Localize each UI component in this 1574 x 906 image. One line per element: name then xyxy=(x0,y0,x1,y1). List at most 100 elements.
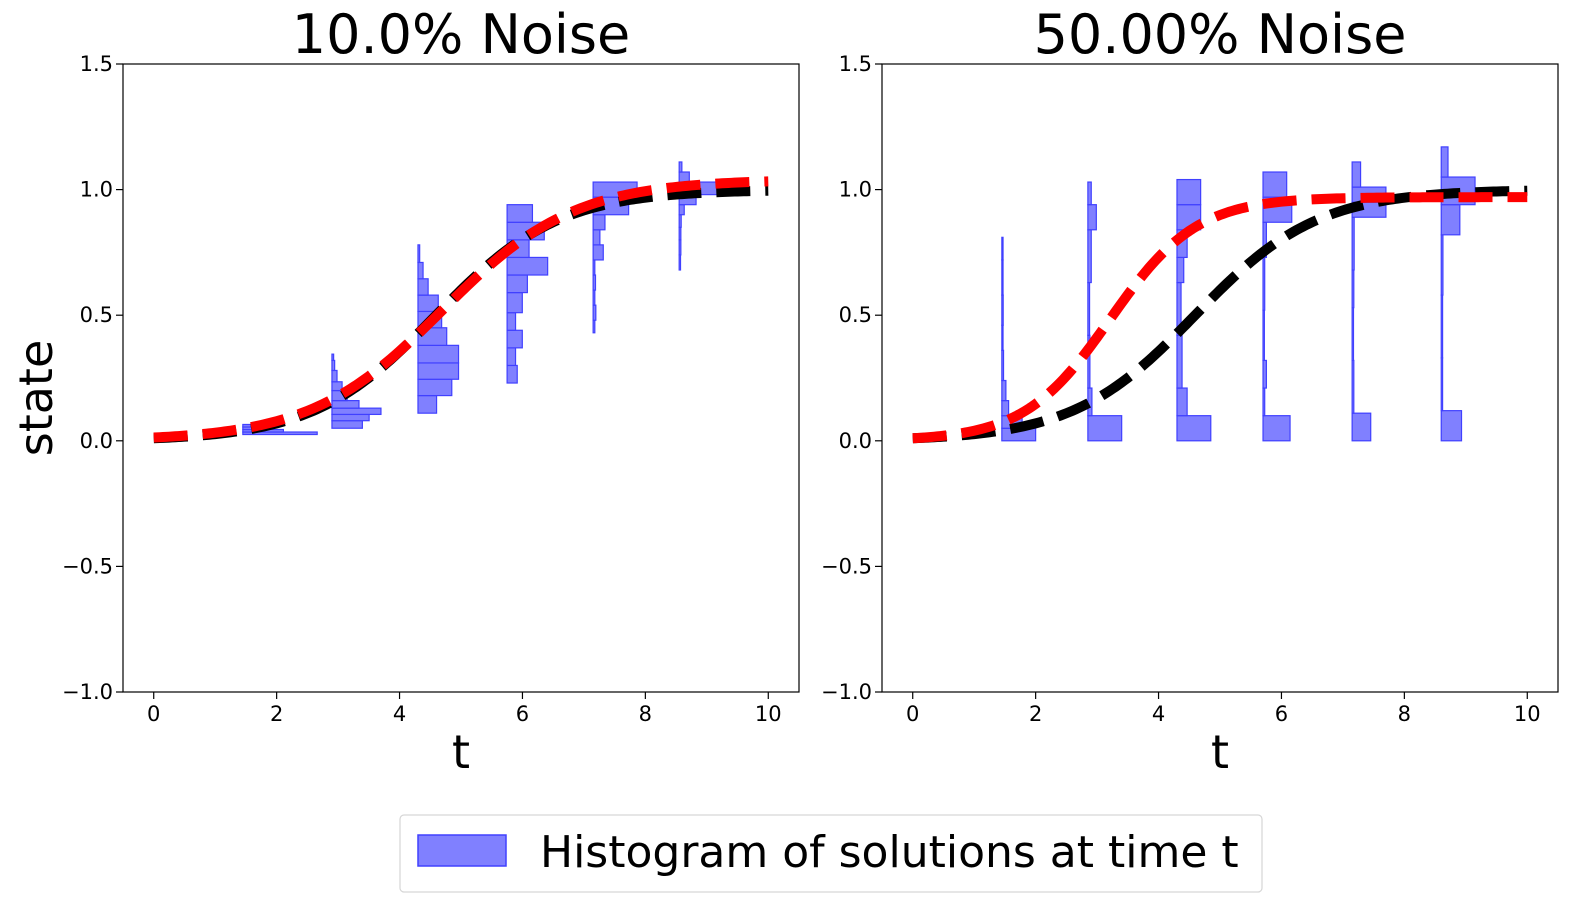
histogram-bar-4-4 xyxy=(1351,216,1355,271)
right-lines xyxy=(912,185,1528,444)
x-tick-label: 4 xyxy=(393,702,406,726)
histogram-bar-4-6 xyxy=(592,229,601,246)
histogram-bar-3-4 xyxy=(1262,256,1266,311)
histogram-bar-3-7 xyxy=(1262,171,1288,198)
histogram-bar-3-0 xyxy=(1262,415,1291,442)
histogram-bar-1-0 xyxy=(1087,415,1123,442)
y-tick-label: 0.5 xyxy=(80,303,113,327)
histogram-bar-3-3 xyxy=(506,312,517,331)
histogram-bar-3-4 xyxy=(506,291,523,314)
histogram-bar-5-8 xyxy=(678,161,683,173)
histogram-bar-3-6 xyxy=(506,256,549,276)
histogram-bar-4-1 xyxy=(592,304,597,321)
histogram-bar-0-5 xyxy=(1001,324,1004,351)
left-x-axis-label: t xyxy=(452,725,470,779)
histogram-bar-1-3 xyxy=(1087,281,1091,336)
histogram-bar-3-2 xyxy=(506,329,523,349)
histogram-bar-4-1 xyxy=(1351,359,1355,414)
true-solution-line xyxy=(912,185,1528,444)
histogram-bar-2-2 xyxy=(1176,334,1183,389)
x-tick-label: 2 xyxy=(270,702,283,726)
histogram-bar-4-3 xyxy=(1351,269,1355,309)
recovered-solution-line xyxy=(153,176,769,443)
histogram-bar-5-0 xyxy=(1440,410,1463,442)
histogram-bar-2-7 xyxy=(1176,178,1202,206)
y-tick-label: −1.0 xyxy=(821,680,872,704)
right-x-ticks: 0 2 4 6 8 10 xyxy=(906,692,1541,726)
left-subplot: 0 2 4 6 8 10 −1.0 −0.5 0.0 0.5 1.0 1.5 10.0% Noise… xyxy=(9,3,800,779)
legend-swatch xyxy=(417,834,507,867)
histogram-bar-5-4 xyxy=(678,204,685,216)
histogram-bar-1-3 xyxy=(331,400,360,409)
left-y-ticks: −1.0 −0.5 0.0 0.5 1.0 1.5 xyxy=(62,52,123,704)
histogram-bar-1-6 xyxy=(1087,181,1092,206)
histogram-bar-4-2 xyxy=(1351,307,1355,362)
histogram-bar-5-0 xyxy=(678,254,682,271)
x-tick-label: 0 xyxy=(147,702,160,726)
recovered-solution-line xyxy=(912,192,1528,444)
y-tick-label: −1.0 xyxy=(62,680,113,704)
histogram-bar-3-3 xyxy=(1262,309,1265,362)
histogram-bar-4-4 xyxy=(592,259,596,276)
histogram-bar-0-6 xyxy=(1001,294,1004,326)
legend: Histogram of solutions at time t xyxy=(399,814,1263,893)
x-tick-label: 8 xyxy=(1398,702,1411,726)
histogram-bar-2-8 xyxy=(417,261,424,280)
histogram-bar-5-2 xyxy=(1440,294,1444,359)
y-tick-label: −0.5 xyxy=(62,554,113,578)
right-axes-frame xyxy=(881,63,1559,693)
histogram-bar-0-4 xyxy=(1001,349,1005,382)
histogram-bar-1-1 xyxy=(1087,387,1093,417)
histogram-bar-1-2 xyxy=(331,407,382,416)
left-axes-frame xyxy=(122,63,800,693)
y-tick-label: 0.0 xyxy=(839,429,872,453)
histogram-bar-0-3 xyxy=(1001,379,1007,402)
histogram-bar-2-3 xyxy=(417,344,460,364)
y-tick-label: 1.0 xyxy=(839,178,872,202)
left-title: 10.0% Noise xyxy=(292,3,631,66)
histogram-bar-4-2 xyxy=(592,289,596,306)
histogram-bar-3-2 xyxy=(1262,359,1267,389)
histogram-bar-5-3 xyxy=(1440,234,1444,296)
y-tick-label: 1.5 xyxy=(839,52,872,76)
y-tick-label: 0.5 xyxy=(839,303,872,327)
histogram-bar-1-5 xyxy=(1087,204,1097,231)
x-tick-label: 0 xyxy=(906,702,919,726)
histogram-bar-2-0 xyxy=(417,394,438,414)
histogram-bar-5-3 xyxy=(678,214,682,228)
x-tick-label: 6 xyxy=(1275,702,1288,726)
histogram-bar-2-4 xyxy=(1176,256,1185,284)
histogram-bar-3-1 xyxy=(506,347,517,367)
histogram-bar-0-8 xyxy=(1001,236,1004,261)
histogram-bar-0-2 xyxy=(1001,400,1010,417)
histogram-bar-2-1 xyxy=(417,378,453,397)
histogram-bar-4-7 xyxy=(1351,161,1362,188)
histogram-bar-4-5 xyxy=(592,244,604,261)
histogram-bar-4-0 xyxy=(1351,412,1372,442)
right-subplot: 0 2 4 6 8 10 −1.0 −0.5 0.0 0.5 1.0 1.5 50.00% Nois… xyxy=(821,3,1559,779)
histogram-bar-1-0 xyxy=(331,420,363,429)
histogram-bar-2-0 xyxy=(1176,415,1212,442)
histogram-bar-1-6 xyxy=(331,369,338,383)
y-tick-label: 1.0 xyxy=(80,178,113,202)
histogram-bar-2-2 xyxy=(417,362,460,380)
right-title: 50.00% Noise xyxy=(1034,3,1407,66)
histogram-bar-5-6 xyxy=(1440,146,1449,178)
histogram-bar-1-1 xyxy=(331,413,370,422)
histogram-bar-5-4 xyxy=(1440,204,1461,236)
x-tick-label: 8 xyxy=(639,702,652,726)
x-tick-label: 6 xyxy=(516,702,529,726)
right-y-ticks: −1.0 −0.5 0.0 0.5 1.0 1.5 xyxy=(821,52,882,704)
left-x-ticks: 0 2 4 6 8 10 xyxy=(147,692,782,726)
x-tick-label: 10 xyxy=(755,702,782,726)
histogram-bar-3-1 xyxy=(1262,387,1266,417)
y-tick-label: 0.0 xyxy=(80,429,113,453)
y-tick-label: −0.5 xyxy=(821,554,872,578)
histogram-bar-4-0 xyxy=(592,319,596,334)
histogram-bar-3-0 xyxy=(506,364,518,384)
histogram-bar-4-7 xyxy=(592,214,606,231)
histogram-bar-5-1 xyxy=(678,239,682,256)
legend-frame xyxy=(399,814,1263,893)
